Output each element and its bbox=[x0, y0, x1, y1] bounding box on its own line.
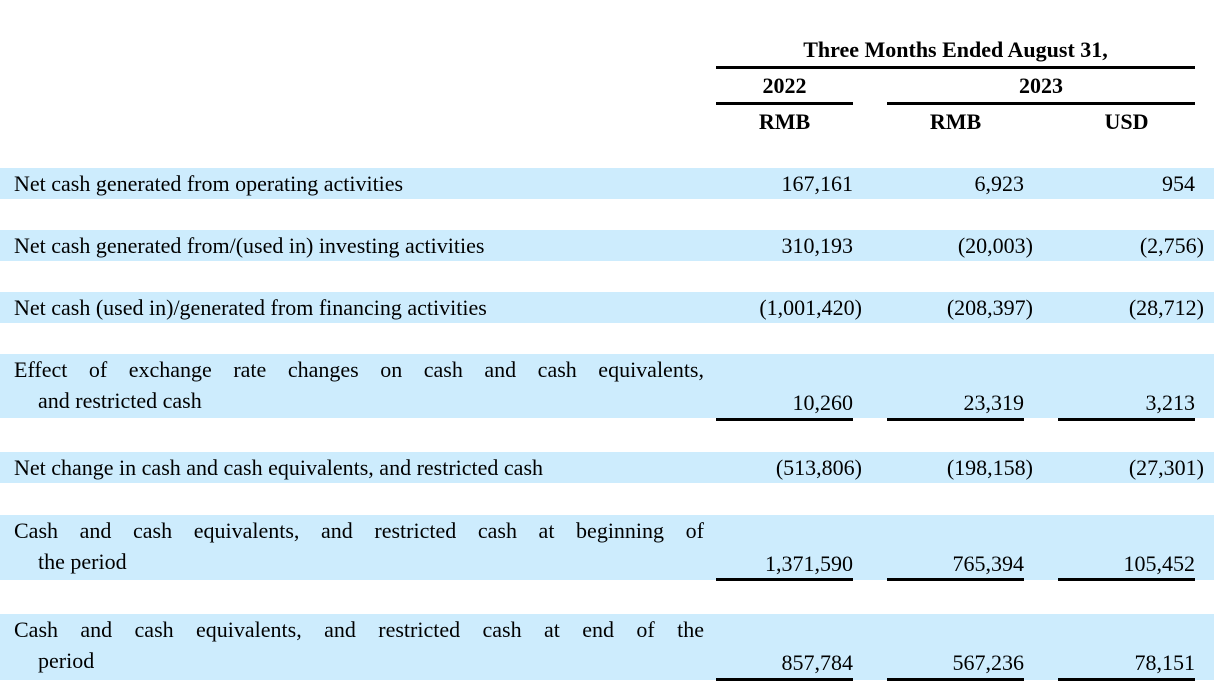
value-2022-rmb: 857,784 bbox=[781, 650, 854, 675]
year-2022: 2022 bbox=[762, 73, 807, 98]
row-label-line: Cash and cash equivalents, and restricte… bbox=[14, 617, 704, 642]
total-rule bbox=[1058, 678, 1195, 681]
value-2023-rmb: (198,158) bbox=[946, 455, 1033, 480]
row-label: Effect of exchange rate changes on cash … bbox=[14, 354, 704, 416]
subtotal-rule bbox=[1058, 418, 1195, 421]
total-rule bbox=[716, 678, 853, 681]
subtotal-rule bbox=[1058, 578, 1195, 581]
value-2022-rmb: (513,806) bbox=[775, 455, 862, 480]
value-2023-rmb: 765,394 bbox=[952, 551, 1025, 576]
period-title: Three Months Ended August 31, bbox=[803, 37, 1108, 62]
row-label-line: period bbox=[38, 648, 95, 673]
row-label-line: the period bbox=[38, 549, 127, 574]
value-2023-usd: 105,452 bbox=[1123, 551, 1196, 576]
value-2023-usd: (27,301) bbox=[1128, 455, 1204, 480]
value-2023-usd: 3,213 bbox=[1145, 390, 1196, 415]
currency-header: RMB bbox=[929, 109, 982, 134]
table-row bbox=[0, 292, 1214, 323]
table-row bbox=[0, 168, 1214, 199]
table-row bbox=[0, 354, 1214, 418]
value-2023-usd: 954 bbox=[1162, 171, 1195, 196]
value-2023-usd: (2,756) bbox=[1139, 233, 1204, 258]
row-label: Cash and cash equivalents, and restricte… bbox=[14, 515, 704, 577]
value-2022-rmb: 10,260 bbox=[792, 390, 854, 415]
year-rule bbox=[716, 102, 853, 105]
subtotal-rule bbox=[716, 418, 853, 421]
year-rule bbox=[887, 102, 1195, 105]
value-2022-rmb: (1,001,420) bbox=[759, 295, 862, 320]
value-2022-rmb: 1,371,590 bbox=[765, 551, 853, 576]
value-2023-usd: (28,712) bbox=[1128, 295, 1204, 320]
table-row bbox=[0, 230, 1214, 261]
year-2023: 2023 bbox=[1019, 73, 1063, 98]
subtotal-rule bbox=[887, 578, 1024, 581]
value-2023-rmb: 6,923 bbox=[974, 171, 1025, 196]
value-2022-rmb: 310,193 bbox=[781, 233, 854, 258]
subtotal-rule bbox=[716, 578, 853, 581]
subtotal-rule bbox=[887, 418, 1024, 421]
currency-header: RMB bbox=[758, 109, 811, 134]
currency-header: USD bbox=[1104, 109, 1149, 134]
row-label-line: Effect of exchange rate changes on cash … bbox=[14, 357, 704, 382]
value-2022-rmb: 167,161 bbox=[781, 171, 854, 196]
table-row bbox=[0, 515, 1214, 580]
row-label: Net change in cash and cash equivalents,… bbox=[14, 455, 544, 480]
value-2023-rmb: (20,003) bbox=[957, 233, 1033, 258]
row-label-line: Cash and cash equivalents, and restricte… bbox=[14, 518, 704, 543]
row-label-line: and restricted cash bbox=[38, 388, 202, 413]
total-rule bbox=[887, 678, 1024, 681]
value-2023-rmb: (208,397) bbox=[946, 295, 1033, 320]
row-label: Net cash (used in)/generated from financ… bbox=[14, 295, 487, 320]
value-2023-rmb: 567,236 bbox=[952, 650, 1025, 675]
row-label: Net cash generated from/(used in) invest… bbox=[14, 233, 485, 258]
value-2023-rmb: 23,319 bbox=[963, 390, 1025, 415]
table-row bbox=[0, 614, 1214, 680]
table-row bbox=[0, 452, 1214, 483]
row-label: Cash and cash equivalents, and restricte… bbox=[14, 614, 704, 676]
header-rule bbox=[716, 66, 1195, 69]
row-label: Net cash generated from operating activi… bbox=[14, 171, 404, 196]
value-2023-usd: 78,151 bbox=[1134, 650, 1196, 675]
